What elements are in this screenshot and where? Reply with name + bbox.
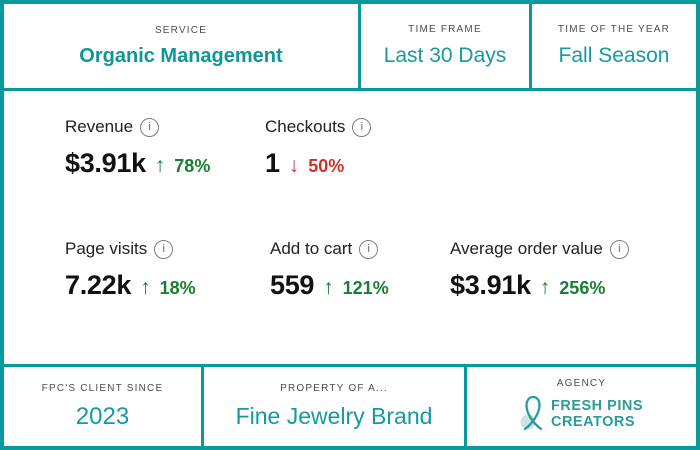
up-arrow-icon: ↑ [539,276,551,299]
metric-page-visits-value-row: 7.22k ↑ 18% [65,270,196,301]
metric-aov-value: $3.91k [450,270,531,300]
metric-revenue-value-row: $3.91k ↑ 78% [65,148,210,179]
metric-checkouts-label-row: Checkouts i [265,117,372,137]
agency-logo-line2: CREATORS [550,414,636,430]
info-icon[interactable]: i [609,239,629,259]
time-frame-value: Last 30 Days [383,44,507,67]
agency-logo-line1: FRESH PINS [550,398,643,415]
metric-revenue-label-row: Revenue i [65,117,210,137]
metric-checkouts: Checkouts i 1 ↓ 50% [265,117,372,179]
footer-row: FPC'S CLIENT SINCE 2023 PROPERTY OF A...… [4,367,696,446]
metric-checkouts-label: Checkouts [265,117,346,136]
metric-aov-value-row: $3.91k ↑ 256% [450,270,629,301]
metric-revenue: Revenue i $3.91k ↑ 78% [65,117,210,179]
metric-checkouts-value: 1 [265,148,280,178]
property-cell: PROPERTY OF A... Fine Jewelry Brand [204,367,464,446]
metric-page-visits-label-row: Page visits i [65,239,196,259]
metric-average-order-value: Average order value i $3.91k ↑ 256% [450,239,629,301]
time-frame-label: TIME FRAME [408,24,482,35]
time-of-year-label: TIME OF THE YEAR [557,24,671,35]
info-icon[interactable]: i [359,239,379,259]
info-icon[interactable]: i [352,117,372,137]
metric-checkouts-value-row: 1 ↓ 50% [265,148,371,179]
metric-revenue-value: $3.91k [65,148,146,178]
metric-revenue-change: 78% [174,156,211,176]
time-of-year-cell: TIME OF THE YEAR Fall Season [532,4,696,88]
fresh-pins-creators-logo-icon [520,395,547,436]
property-label: PROPERTY OF A... [280,383,388,394]
metric-add-to-cart-value-row: 559 ↑ 121% [270,270,389,301]
client-since-cell: FPC'S CLIENT SINCE 2023 [4,367,201,446]
service-label: SERVICE [154,24,208,36]
agency-logo: FRESH PINS CREATORS [520,395,643,436]
client-since-value: 2023 [75,402,130,430]
metric-add-to-cart-value: 559 [270,270,315,300]
header-row: SERVICE Organic Management TIME FRAME La… [4,4,696,88]
metric-add-to-cart-label-row: Add to cart i [270,239,389,259]
agency-label: AGENCY [556,377,607,389]
metric-add-to-cart: Add to cart i 559 ↑ 121% [270,239,389,301]
client-since-label: FPC'S CLIENT SINCE [41,382,164,394]
metrics-panel: Revenue i $3.91k ↑ 78% Checkouts i 1 ↓ 5… [4,91,696,364]
metric-add-to-cart-change: 121% [342,278,389,298]
up-arrow-icon: ↑ [323,276,334,299]
property-value: Fine Jewelry Brand [235,403,433,429]
metric-page-visits-label: Page visits [65,239,148,258]
info-icon[interactable]: i [154,239,174,259]
metric-checkouts-change: 50% [308,156,345,176]
up-arrow-icon: ↑ [154,154,166,177]
service-value: Organic Management [79,44,283,67]
up-arrow-icon: ↑ [140,276,151,299]
info-icon[interactable]: i [140,117,160,137]
down-arrow-icon: ↓ [288,154,300,177]
metric-revenue-label: Revenue [65,117,134,136]
metric-aov-label: Average order value [450,239,603,258]
metric-page-visits-value: 7.22k [65,270,132,300]
metric-page-visits-change: 18% [159,278,196,298]
metric-aov-label-row: Average order value i [450,239,629,259]
time-frame-cell: TIME FRAME Last 30 Days [361,4,529,88]
metric-add-to-cart-label: Add to cart [270,239,353,258]
agency-cell: AGENCY FRESH PINS CREATORS [467,367,696,446]
metric-page-visits: Page visits i 7.22k ↑ 18% [65,239,196,301]
agency-logo-text: FRESH PINS CREATORS [551,399,643,430]
time-of-year-value: Fall Season [558,44,670,67]
metric-aov-change: 256% [559,278,606,298]
service-cell: SERVICE Organic Management [4,4,358,88]
